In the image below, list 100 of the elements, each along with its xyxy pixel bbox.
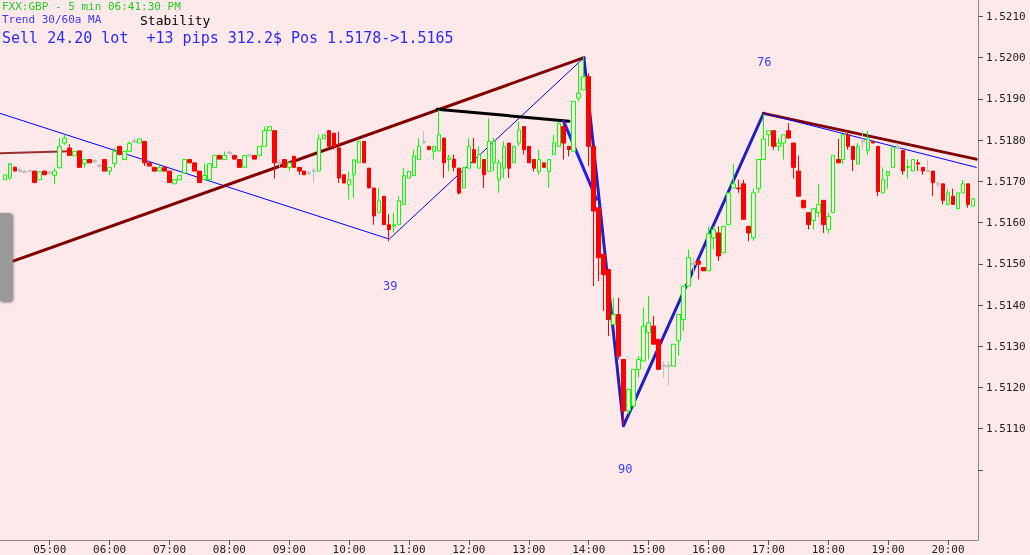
candlestick (157, 163, 162, 172)
candlestick (97, 163, 102, 169)
candlestick (611, 297, 616, 325)
candlestick (247, 153, 252, 157)
candlestick (112, 147, 117, 169)
candlestick (52, 167, 57, 185)
candlestick (517, 121, 521, 147)
candlestick (796, 154, 801, 197)
candlestick (277, 159, 282, 168)
candlestick (272, 130, 277, 179)
annotation: 76 (757, 55, 772, 69)
candlestick (896, 142, 900, 150)
candlestick (696, 260, 701, 280)
candlestick (621, 358, 626, 426)
candlestick (871, 140, 875, 144)
candlestick (512, 145, 516, 164)
x-tick-label: 10:00 (332, 543, 366, 555)
candlestick (881, 166, 885, 194)
candlestick (137, 138, 142, 144)
candlestick (222, 150, 227, 161)
candlestick (537, 149, 541, 176)
candlestick (941, 183, 945, 205)
candlestick (721, 225, 726, 254)
x-tick-label: 14:00 (572, 543, 606, 555)
candlestick (477, 145, 481, 169)
candlestick (561, 121, 566, 161)
y-tick-label: 1.5150 (986, 257, 1026, 271)
x-tick-label: 19:00 (871, 543, 905, 555)
candlestick (841, 134, 845, 165)
candlestick (82, 159, 87, 169)
candlestick (117, 145, 122, 156)
candlestick (726, 192, 731, 226)
x-tick-label: 05:00 (33, 543, 67, 555)
candlestick (32, 170, 37, 184)
candlestick (716, 225, 721, 262)
y-tick-label: 1.5130 (986, 339, 1026, 353)
x-tick-label: 17:00 (751, 543, 785, 555)
candlestick (347, 170, 351, 201)
candlestick (701, 267, 706, 272)
candlestick (77, 150, 82, 168)
y-tick-label: 1.5200 (986, 51, 1026, 65)
chart-title: FXX:GBP - 5 min 06:41:30 PM (2, 0, 182, 13)
x-tick-label: 18:00 (811, 543, 845, 555)
y-tick-label: 1.5120 (986, 380, 1026, 394)
candlestick (751, 188, 756, 242)
y-tick-label: 1.5210 (986, 9, 1026, 23)
candlestick (547, 159, 551, 189)
candlestick (377, 187, 381, 214)
candlestick (731, 163, 736, 189)
candlestick (951, 188, 955, 205)
candlestick (542, 162, 546, 168)
candlestick (152, 166, 157, 172)
candlestick (567, 145, 571, 157)
candlestick (472, 137, 476, 164)
candlestick (107, 166, 112, 176)
annotation: Sell 24.20 lot +13 pips 312.2$ Pos 1.5178->1.5165 (2, 28, 454, 47)
candlestick (866, 130, 870, 156)
candlestick (901, 149, 905, 176)
candlestick (447, 154, 451, 172)
candlestick (966, 183, 970, 209)
candlestick (576, 62, 581, 102)
candlestick (182, 159, 187, 174)
y-tick-label: 1.5180 (986, 133, 1026, 147)
candlestick (132, 137, 137, 143)
candlestick (766, 130, 771, 147)
candlestick (936, 182, 940, 189)
candlestick (217, 154, 222, 160)
x-tick-label: 20:00 (931, 543, 965, 555)
candlestick (72, 150, 77, 157)
candlestick (67, 143, 72, 156)
candlestick (826, 212, 831, 235)
candlestick (47, 170, 52, 176)
x-tick-label: 07:00 (152, 543, 187, 555)
candlestick (771, 130, 776, 151)
y-tick-label: 1.5110 (986, 422, 1026, 436)
y-tick-label: 1.5160 (986, 216, 1026, 230)
candlestick (856, 142, 860, 165)
y-tick-label: 1.5140 (986, 298, 1026, 312)
candlestick (916, 159, 920, 172)
candlestick (227, 150, 232, 156)
candlestick (876, 145, 880, 197)
candlestick (861, 130, 865, 151)
candlestick (362, 140, 366, 164)
candlestick (87, 159, 92, 164)
candlestick (821, 199, 826, 234)
candlestick (452, 154, 456, 172)
candlestick (801, 199, 806, 209)
candlestick (926, 159, 930, 173)
candlestick (252, 154, 257, 160)
candlestick (427, 145, 431, 151)
candlestick (57, 137, 62, 169)
annotation: Stability (140, 13, 211, 28)
candlestick (831, 154, 835, 214)
candlestick (806, 212, 811, 231)
x-tick-label: 15:00 (632, 543, 666, 555)
candlestick (616, 297, 621, 360)
candlestick (581, 55, 586, 91)
annotation: Trend 30/60a MA (2, 13, 102, 26)
x-tick-label: 13:00 (512, 543, 546, 555)
candlestick (442, 137, 446, 179)
